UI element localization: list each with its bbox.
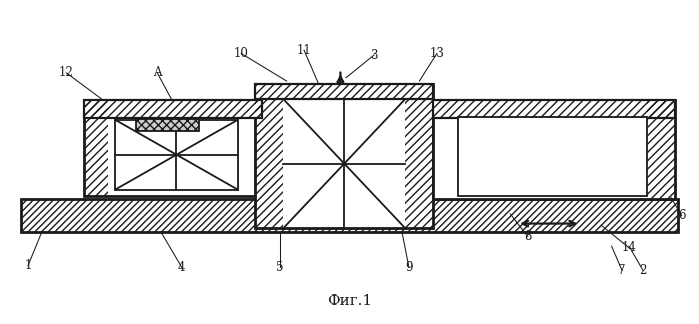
Bar [115,120,238,190]
Text: 5: 5 [276,261,283,274]
Bar [84,100,108,196]
Bar [255,84,283,228]
Text: 14: 14 [621,241,637,254]
Bar [84,100,262,196]
Text: 8: 8 [524,230,531,243]
Bar [433,100,675,118]
Bar [433,100,675,199]
Bar [255,84,433,99]
Bar [647,100,675,199]
Bar [458,117,647,196]
Text: 10: 10 [233,47,249,60]
Bar [84,100,262,118]
Text: 1: 1 [24,259,31,272]
Text: 3: 3 [370,49,377,62]
Bar [84,100,262,118]
Text: 6: 6 [678,209,685,222]
Bar [405,84,433,228]
Text: 12: 12 [59,66,74,79]
Bar [84,100,108,196]
Bar [21,199,678,232]
Text: 2: 2 [640,264,647,277]
Bar [647,100,675,199]
Bar [433,100,675,118]
Bar [255,84,433,99]
Bar [21,199,678,232]
Bar [255,84,433,228]
Text: 13: 13 [429,47,445,60]
Bar [136,119,199,131]
Text: 9: 9 [405,261,412,274]
Text: Фиг.1: Фиг.1 [327,294,372,308]
Bar [136,119,199,131]
Bar [255,84,283,228]
Text: A: A [153,66,161,79]
Text: 11: 11 [296,44,312,57]
Bar [405,84,433,228]
Text: 7: 7 [619,264,626,277]
Text: 4: 4 [178,261,185,274]
